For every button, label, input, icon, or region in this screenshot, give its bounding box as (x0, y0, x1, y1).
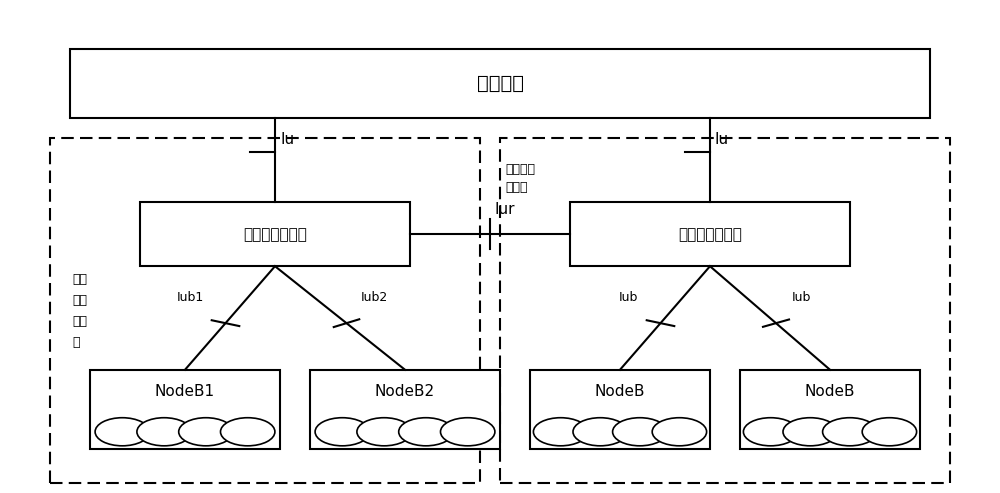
Ellipse shape (95, 418, 150, 446)
Ellipse shape (220, 418, 275, 446)
Ellipse shape (440, 418, 495, 446)
Bar (50, 138, 480, 483)
Text: 核心网络: 核心网络 (477, 74, 524, 93)
Text: NodeB1: NodeB1 (155, 385, 215, 399)
Ellipse shape (613, 418, 667, 446)
Text: Iur: Iur (495, 202, 516, 217)
Text: Iub1: Iub1 (176, 291, 204, 304)
Ellipse shape (652, 418, 707, 446)
Ellipse shape (315, 418, 370, 446)
Text: Iub: Iub (619, 291, 639, 304)
Ellipse shape (533, 418, 588, 446)
Ellipse shape (399, 418, 453, 446)
Text: 无线网络控制器: 无线网络控制器 (243, 227, 307, 242)
Ellipse shape (862, 418, 917, 446)
Text: Iub: Iub (792, 291, 811, 304)
Ellipse shape (823, 418, 877, 446)
Ellipse shape (179, 418, 233, 446)
Bar (310, 370, 500, 449)
Bar (140, 202, 410, 266)
Ellipse shape (743, 418, 798, 446)
Bar (500, 138, 950, 483)
Ellipse shape (783, 418, 837, 446)
Text: 无线
网络
子系
统: 无线 网络 子系 统 (72, 273, 87, 349)
Text: 无线网络
子系统: 无线网络 子系统 (505, 163, 535, 194)
Text: 无线网络控制器: 无线网络控制器 (678, 227, 742, 242)
Ellipse shape (357, 418, 411, 446)
Ellipse shape (573, 418, 627, 446)
Text: NodeB: NodeB (805, 385, 855, 399)
Bar (70, 49, 930, 118)
Text: Iub2: Iub2 (360, 291, 388, 304)
Text: NodeB: NodeB (595, 385, 645, 399)
Text: NodeB2: NodeB2 (375, 385, 435, 399)
Bar (570, 202, 850, 266)
Bar (530, 370, 710, 449)
Bar (90, 370, 280, 449)
Text: Iu: Iu (715, 132, 729, 147)
Bar (740, 370, 920, 449)
Text: Iu: Iu (280, 132, 294, 147)
Ellipse shape (137, 418, 191, 446)
